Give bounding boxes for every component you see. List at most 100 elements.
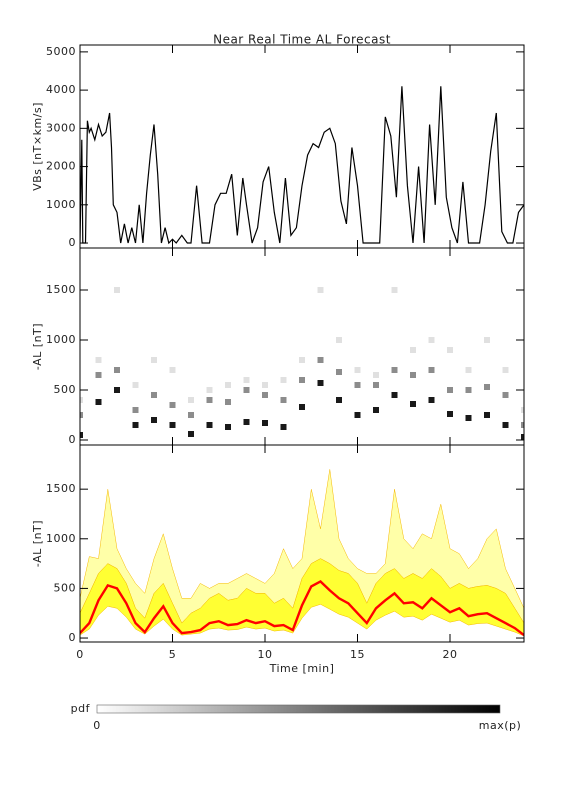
density-cell <box>354 412 361 418</box>
y-tick-label: 1000 <box>46 198 76 211</box>
density-cell <box>114 387 120 393</box>
density-cell <box>502 422 509 428</box>
density-cell <box>484 337 490 343</box>
plot-area <box>80 287 524 440</box>
plot-area <box>80 86 524 245</box>
density-cell <box>317 380 324 386</box>
density-cell <box>188 431 194 437</box>
density-cell <box>132 422 139 428</box>
density-cell <box>151 417 157 423</box>
x-tick-label: 5 <box>169 648 177 661</box>
x-tick-label: 0 <box>76 648 84 661</box>
density-cell <box>225 399 231 405</box>
density-cell <box>447 347 453 353</box>
density-cell <box>225 424 231 430</box>
density-cell <box>447 411 453 417</box>
density-cell <box>428 397 435 403</box>
density-cell <box>373 372 379 378</box>
panel: 0 500 1000 1500 0 5 10 15 20 -AL [nT] Time [min] <box>31 444 525 675</box>
density-cell <box>95 357 102 363</box>
density-cell <box>169 402 176 408</box>
density-cell <box>410 401 416 407</box>
y-axis-label: VBs [nT×km/s] <box>31 102 44 191</box>
density-cell <box>391 392 398 398</box>
density-cell <box>336 397 342 403</box>
density-cell <box>280 424 287 430</box>
colorbar-label: pdf <box>71 702 91 715</box>
chart-title: Near Real Time AL Forecast <box>213 33 391 47</box>
density-cell <box>354 367 361 373</box>
density-cell <box>262 392 268 398</box>
density-cell <box>484 384 490 390</box>
x-tick-label: 10 <box>258 648 273 661</box>
density-cell <box>299 404 305 410</box>
density-cell <box>465 415 472 421</box>
density-cell <box>336 369 342 375</box>
density-cell <box>243 387 250 393</box>
density-cell <box>206 397 213 403</box>
density-cell <box>151 392 157 398</box>
colorbar <box>96 704 501 714</box>
density-cell <box>521 407 524 413</box>
colorbar-min-label: 0 <box>93 719 101 732</box>
y-tick-label: 4000 <box>46 83 76 96</box>
median-line <box>80 580 524 637</box>
density-cell <box>243 377 250 383</box>
density-cell <box>447 387 453 393</box>
density-cell <box>373 382 379 388</box>
y-tick-label: 3000 <box>46 121 76 134</box>
y-tick-label: 1000 <box>46 532 76 545</box>
y-tick-label: 1500 <box>46 482 76 495</box>
density-cell <box>484 412 490 418</box>
density-cell <box>114 367 120 373</box>
plot-frame <box>79 444 525 643</box>
density-cell <box>391 367 398 373</box>
panel: 0 500 1000 1500 -AL [nT] <box>31 247 525 446</box>
density-cell <box>428 337 435 343</box>
y-tick-label: 500 <box>54 383 77 396</box>
density-cell <box>521 434 524 440</box>
density-cell <box>132 382 139 388</box>
density-cell <box>502 367 509 373</box>
density-cell <box>299 357 305 363</box>
density-cell <box>169 367 176 373</box>
density-cell <box>262 420 268 426</box>
density-cell <box>354 382 361 388</box>
density-cell <box>206 422 213 428</box>
plot-area <box>80 469 524 637</box>
y-axis-label: -AL [nT] <box>31 323 44 370</box>
density-cell <box>299 377 305 383</box>
y-tick-label: 1000 <box>46 333 76 346</box>
y-tick-label: 500 <box>54 581 77 594</box>
density-cell <box>280 377 287 383</box>
y-tick-label: 1500 <box>46 283 76 296</box>
density-cell <box>206 387 213 393</box>
density-cell <box>114 287 120 293</box>
density-cell <box>262 382 268 388</box>
density-cell <box>225 382 231 388</box>
density-cell <box>188 397 194 403</box>
density-cell <box>336 337 342 343</box>
density-cell <box>243 419 250 425</box>
density-cell <box>373 407 379 413</box>
density-cell <box>132 407 139 413</box>
y-tick-label: 5000 <box>46 45 76 58</box>
density-cell <box>502 392 509 398</box>
density-cell <box>317 287 324 293</box>
density-cell <box>280 397 287 403</box>
density-cell <box>410 372 416 378</box>
vbs-line <box>80 86 524 245</box>
density-cell <box>391 287 398 293</box>
density-cell <box>465 387 472 393</box>
density-cell <box>151 357 157 363</box>
y-tick-label: 0 <box>69 433 77 446</box>
density-cell <box>80 397 83 403</box>
y-tick-label: 0 <box>69 631 77 644</box>
density-cell <box>428 367 435 373</box>
density-cell <box>80 432 83 438</box>
density-cell <box>188 412 194 418</box>
density-cell <box>169 422 176 428</box>
x-tick-label: 20 <box>443 648 458 661</box>
